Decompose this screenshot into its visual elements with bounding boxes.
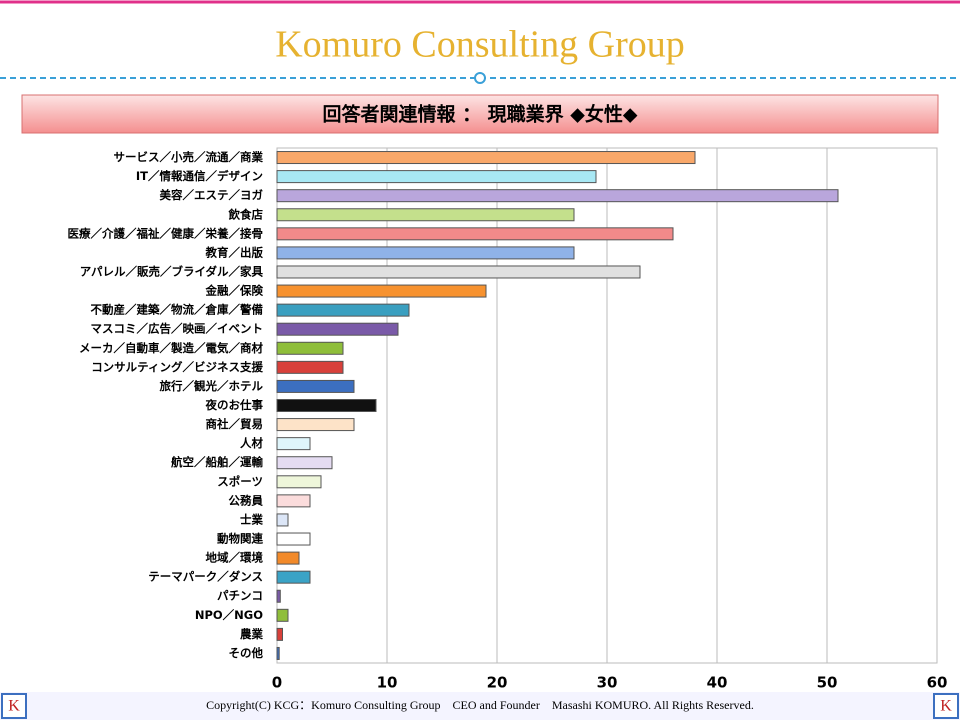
x-tick-label: 60 (927, 674, 948, 692)
bar (276, 418, 355, 432)
bar (276, 399, 377, 412)
logo-right: K (940, 698, 952, 715)
bar (276, 227, 674, 241)
x-tick-label: 30 (597, 674, 618, 692)
bar (276, 170, 597, 184)
y-tick-label: 公務員 (229, 493, 264, 507)
logo-right-box (933, 693, 959, 719)
slide-title: Komuro Consulting Group (275, 24, 685, 66)
chart-title: 回答者関連情報 ： 現職業界 ◆女性◆ (322, 103, 637, 126)
bar (276, 208, 575, 222)
divider-dot (474, 72, 486, 84)
bar (276, 456, 333, 470)
bar (276, 532, 311, 546)
bar (276, 322, 399, 336)
y-tick-label: 美容／エステ／ヨガ (160, 188, 264, 202)
bar (276, 189, 839, 203)
footer-bar (0, 692, 960, 720)
y-tick-label: 動物関連 (217, 532, 263, 546)
bar (276, 379, 355, 393)
bar (276, 570, 311, 584)
copyright: Copyright(C) KCG：Komuro Consulting Group… (206, 698, 754, 712)
y-tick-label: 金融／保険 (205, 284, 264, 298)
y-tick-label: 不動産／建築／物流／倉庫／警備 (91, 303, 264, 317)
bar (276, 341, 344, 355)
x-tick-label: 50 (817, 674, 838, 692)
y-tick-label: 士業 (240, 512, 263, 526)
y-tick-label: 航空／船舶／運輸 (171, 455, 263, 469)
y-tick-label: マスコミ／広告／映画／イベント (91, 322, 264, 336)
bar (276, 589, 281, 603)
bar (276, 284, 487, 298)
y-tick-label: テーマパーク／ダンス (148, 570, 263, 584)
y-tick-label: アパレル／販売／ブライダル／家具 (80, 264, 264, 278)
y-tick-label: 教育／出版 (205, 245, 264, 259)
x-tick-label: 40 (707, 674, 728, 692)
x-tick-label: 10 (377, 674, 398, 692)
y-tick-label: スポーツ (217, 474, 263, 488)
bar (276, 646, 280, 660)
y-tick-label: コンサルティング／ビジネス支援 (91, 360, 263, 374)
y-tick-label: 医療／介護／福祉／健康／栄養／接骨 (68, 226, 264, 240)
bar (276, 475, 322, 489)
y-tick-label: パチンコ (217, 589, 263, 603)
y-tick-label: 飲食店 (228, 207, 264, 221)
y-tick-label: 農業 (240, 627, 263, 641)
y-tick-label: 地域／環境 (206, 551, 264, 565)
logo-left-box (1, 693, 27, 719)
x-tick-label: 20 (487, 674, 508, 692)
bar (276, 437, 311, 451)
y-tick-label: その他 (229, 646, 264, 660)
bar (276, 627, 283, 641)
y-tick-label: 旅行／観光／ホテル (160, 379, 264, 393)
y-tick-label: メーカ／自動車／製造／電気／商材 (79, 341, 263, 355)
logo-left: K (8, 698, 20, 715)
y-tick-label: 商社／貿易 (206, 417, 264, 431)
y-tick-label: 夜のお仕事 (205, 398, 264, 412)
bar (276, 303, 410, 317)
bar (276, 608, 289, 622)
y-tick-label: 人材 (240, 436, 263, 450)
bar (276, 246, 575, 260)
y-tick-label: IT／情報通信／デザイン (136, 169, 263, 183)
x-tick-label: 0 (272, 674, 282, 692)
bar (276, 513, 289, 527)
bar (276, 494, 311, 508)
bar (276, 360, 344, 374)
header-box (21, 94, 939, 134)
y-tick-label: サービス／小売／流通／商業 (114, 150, 264, 164)
bar (276, 551, 300, 565)
bar (276, 265, 641, 279)
bar (276, 151, 696, 165)
chart: 0 10 20 30 40 50 60 サービス／小売／流通／商業 IT／情報通信／デザイン美容… (68, 147, 948, 692)
y-tick-label: NPO／NGO (195, 608, 263, 622)
